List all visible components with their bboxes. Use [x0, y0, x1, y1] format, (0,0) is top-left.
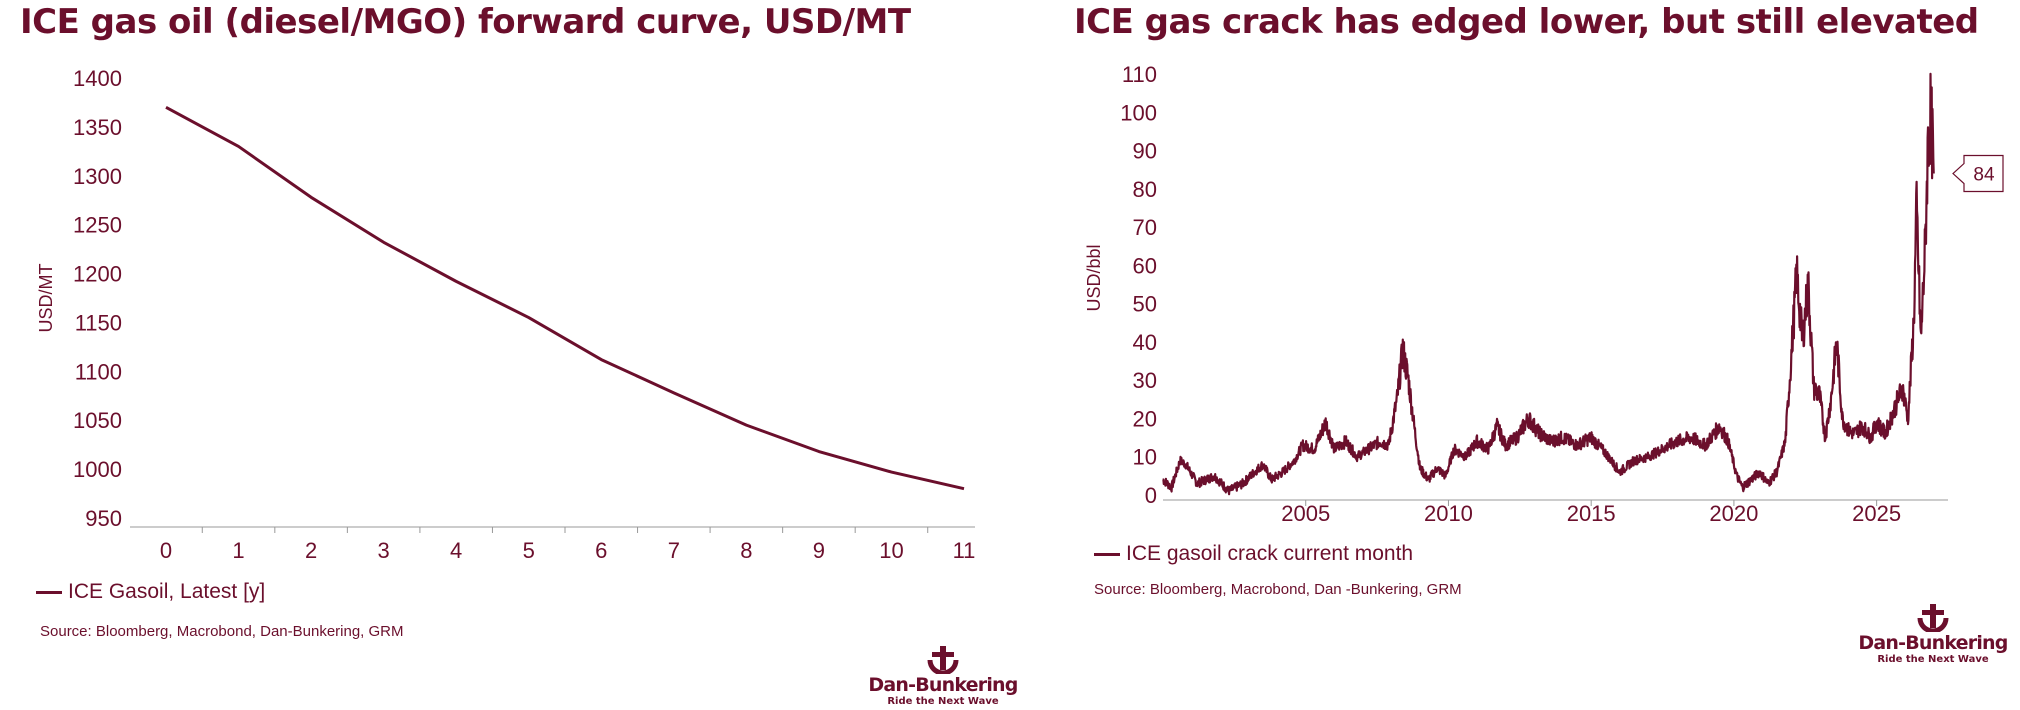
y-tick-label: 1250: [73, 213, 122, 238]
y-axis-label: USD/MT: [36, 264, 56, 333]
y-tick-label: 0: [1145, 483, 1157, 508]
logo-tagline: Ride the Next Wave: [1877, 654, 1989, 665]
y-axis-label: USD/bbl: [1084, 244, 1104, 311]
dan-bunkering-logo: Dan-Bunkering Ride the Next Wave: [868, 646, 1018, 708]
legend-label: ICE gasoil crack current month: [1126, 542, 1414, 565]
y-tick-label: 70: [1133, 215, 1157, 240]
chart-legend: ICE Gasoil, Latest [y]: [36, 580, 265, 604]
y-tick-label: 50: [1133, 292, 1157, 317]
anchor-icon: [1917, 604, 1949, 632]
y-tick-label: 1100: [75, 359, 122, 384]
x-tick-label: 0: [160, 538, 172, 563]
x-tick-label: 2010: [1424, 501, 1473, 526]
series-line-ice-gasoil: [165, 106, 965, 491]
legend-swatch: [1094, 552, 1120, 556]
y-tick-label: 40: [1133, 330, 1157, 355]
x-tick-label: 2: [305, 538, 317, 563]
y-tick-label: 10: [1133, 445, 1157, 470]
x-tick-label: 4: [450, 538, 462, 563]
forward-curve-panel: ICE gas oil (diesel/MGO) forward curve, …: [20, 2, 1018, 708]
source-note: Source: Bloomberg, Macrobond, Dan -Bunke…: [1094, 581, 1462, 598]
y-tick-label: 90: [1133, 139, 1157, 164]
gas-crack-panel: ICE gas crack has edged lower, but still…: [1060, 0, 2020, 710]
x-tick-label: 7: [668, 538, 680, 563]
anchor-icon: [927, 646, 959, 674]
x-tick-label: 6: [595, 538, 607, 563]
legend-swatch: [36, 590, 62, 594]
x-tick-label: 2025: [1852, 501, 1901, 526]
gas-crack-chart: 0 10 20 30 40 50 60 70 80 90 100 110 2005 2010 2015 202…: [1084, 62, 2004, 526]
y-tick-label: 30: [1133, 368, 1157, 393]
forward-curve-chart: 950 1000 1050 1100 1150 1200 1250 1300 1350 1400 0…: [36, 66, 976, 563]
legend-label: ICE Gasoil, Latest [y]: [68, 580, 266, 603]
source-note: Source: Bloomberg, Macrobond, Dan-Bunker…: [40, 623, 404, 640]
chart-title: ICE gas oil (diesel/MGO) forward curve, …: [20, 2, 911, 42]
logo-tagline: Ride the Next Wave: [887, 696, 999, 707]
x-tick-label: 11: [953, 538, 976, 563]
y-tick-label: 100: [1120, 100, 1157, 125]
y-tick-label: 1200: [73, 262, 122, 287]
y-tick-label: 110: [1122, 62, 1157, 87]
y-tick-label: 1000: [73, 457, 122, 482]
x-tick-label: 2020: [1709, 501, 1758, 526]
y-tick-label: 1400: [73, 66, 122, 91]
x-tick-label: 10: [879, 538, 903, 563]
y-tick-label: 950: [85, 506, 122, 531]
logo-name: Dan-Bunkering: [868, 674, 1018, 696]
y-tick-label: 80: [1133, 177, 1157, 202]
y-tick-label: 1150: [75, 310, 122, 335]
y-tick-label: 20: [1133, 406, 1157, 431]
y-tick-label: 1050: [73, 408, 122, 433]
x-tick-label: 2015: [1567, 501, 1616, 526]
logo-name: Dan-Bunkering: [1858, 632, 2008, 654]
series-line-gasoil-crack: [1162, 72, 1935, 496]
x-tick-label: 1: [232, 538, 244, 563]
y-tick-label: 60: [1133, 253, 1157, 278]
chart-title: ICE gas crack has edged lower, but still…: [1074, 2, 1979, 42]
chart-legend: ICE gasoil crack current month: [1094, 542, 1413, 566]
y-tick-label: 1300: [73, 164, 122, 189]
y-tick-label: 1350: [73, 115, 122, 140]
x-tick-label: 2005: [1281, 501, 1330, 526]
dan-bunkering-logo: Dan-Bunkering Ride the Next Wave: [1858, 604, 2008, 666]
x-tick-label: 3: [378, 538, 390, 563]
x-tick-label: 8: [740, 538, 752, 563]
x-tick-label: 5: [523, 538, 535, 563]
annotation-callout: [1952, 154, 2004, 193]
x-tick-label: 9: [813, 538, 825, 563]
annotation-label: 84: [1973, 165, 1995, 186]
